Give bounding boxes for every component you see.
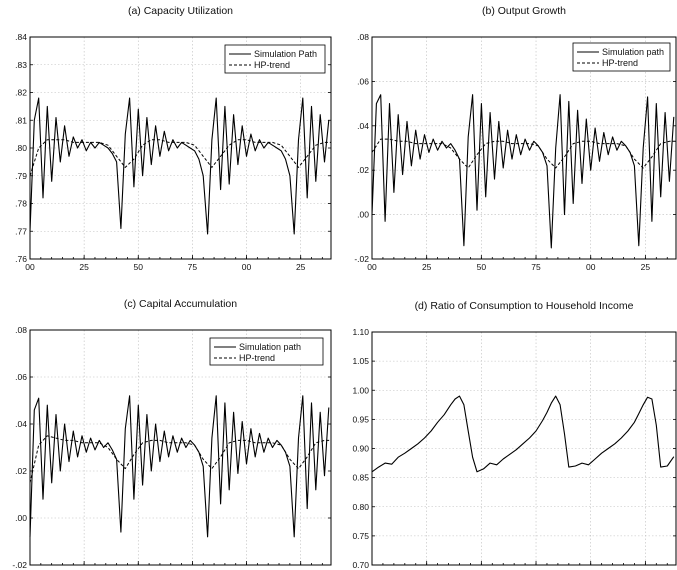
y-tick-label: .80 (15, 143, 27, 153)
x-tick-label: 25 (422, 262, 432, 272)
y-tick-label: .79 (15, 171, 27, 181)
y-tick-label: .08 (15, 325, 27, 335)
y-tick-label: 0.70 (352, 560, 369, 570)
x-tick-label: 50 (134, 262, 144, 272)
chart-panel-1: (b) Output Growth -.02 .00 .02 .04 .06 .08 00 25… (354, 5, 677, 272)
y-tick-label: .76 (15, 254, 27, 264)
y-tick-label: .04 (15, 419, 27, 429)
x-tick-label: 00 (367, 262, 377, 272)
plot-frame (371, 36, 677, 260)
x-tick-label: 00 (367, 568, 377, 570)
legend-label: HP-trend (254, 60, 290, 70)
x-tick-label: 00 (586, 262, 596, 272)
y-tick-label: .00 (357, 210, 369, 220)
x-tick-label: 75 (188, 568, 198, 570)
y-tick-label: 0.75 (352, 531, 369, 541)
chart-title: (a) Capacity Utilization (128, 5, 233, 17)
series-line-path (29, 97, 330, 235)
chart-panel-0: (a) Capacity Utilization .76 .77 .78 .79 .80.… (15, 5, 332, 272)
series-line-path (29, 395, 330, 538)
y-tick-label: 1.10 (352, 327, 369, 337)
x-tick-label: 00 (242, 568, 252, 570)
y-tick-label: .02 (357, 165, 369, 175)
y-tick-label: 1.05 (352, 356, 369, 366)
x-tick-label: 25 (641, 262, 651, 272)
legend-box (224, 44, 326, 74)
x-tick-label: 25 (422, 568, 432, 570)
legend-label: Simulation Path (254, 49, 317, 59)
y-tick-label: .81 (15, 115, 27, 125)
x-tick-label: 50 (477, 262, 487, 272)
y-tick-label: 0.85 (352, 473, 369, 483)
plot-frame (371, 331, 677, 566)
x-tick-label: 25 (641, 568, 651, 570)
legend-label: Simulation path (239, 342, 301, 352)
chart-title: (b) Output Growth (482, 5, 566, 17)
legend-box (572, 42, 671, 72)
legend-label: HP-trend (239, 353, 275, 363)
y-tick-label: .02 (15, 466, 27, 476)
legend-label: Simulation path (602, 47, 664, 57)
chart-title: (c) Capital Accumulation (124, 298, 237, 310)
plot-frame (29, 36, 332, 260)
y-tick-label: 0.90 (352, 444, 369, 454)
y-tick-label: .82 (15, 88, 27, 98)
series-line-path (371, 395, 675, 473)
y-tick-label: -.02 (12, 560, 27, 570)
legend-box (209, 337, 324, 366)
chart-panel-3: (d) Ratio of Consumption to Household In… (352, 300, 677, 570)
series-line-path (371, 94, 675, 249)
x-tick-label: 75 (531, 568, 541, 570)
y-tick-label: .83 (15, 60, 27, 70)
x-tick-label: 25 (79, 568, 89, 570)
y-tick-label: .78 (15, 199, 27, 209)
x-tick-label: 25 (296, 262, 306, 272)
series-line-trend (29, 139, 331, 176)
x-tick-label: 50 (134, 568, 144, 570)
chart-panel-2: (c) Capital Accumulation -.02 .00 .02 .04 .06… (12, 298, 332, 570)
x-tick-label: 00 (25, 262, 35, 272)
series-line-trend (371, 138, 676, 169)
y-tick-label: .77 (15, 226, 27, 236)
plot-frame (29, 329, 332, 566)
x-tick-label: 25 (79, 262, 89, 272)
y-tick-label: .00 (15, 513, 27, 523)
y-tick-label: 0.95 (352, 414, 369, 424)
y-tick-label: 0.80 (352, 502, 369, 512)
x-tick-label: 25 (296, 568, 306, 570)
x-tick-label: 50 (477, 568, 487, 570)
x-tick-label: 75 (531, 262, 541, 272)
y-tick-label: .08 (357, 32, 369, 42)
chart-title: (d) Ratio of Consumption to Household In… (415, 300, 634, 312)
y-tick-label: -.02 (354, 254, 369, 264)
y-tick-label: 1.00 (352, 385, 369, 395)
series-line-trend (29, 435, 331, 483)
y-tick-label: .84 (15, 32, 27, 42)
x-tick-label: 00 (586, 568, 596, 570)
y-tick-label: .06 (15, 372, 27, 382)
legend-label: HP-trend (602, 58, 638, 68)
y-tick-label: .06 (357, 76, 369, 86)
y-tick-label: .04 (357, 121, 369, 131)
x-tick-label: 00 (25, 568, 35, 570)
x-tick-label: 75 (188, 262, 198, 272)
x-tick-label: 00 (242, 262, 252, 272)
